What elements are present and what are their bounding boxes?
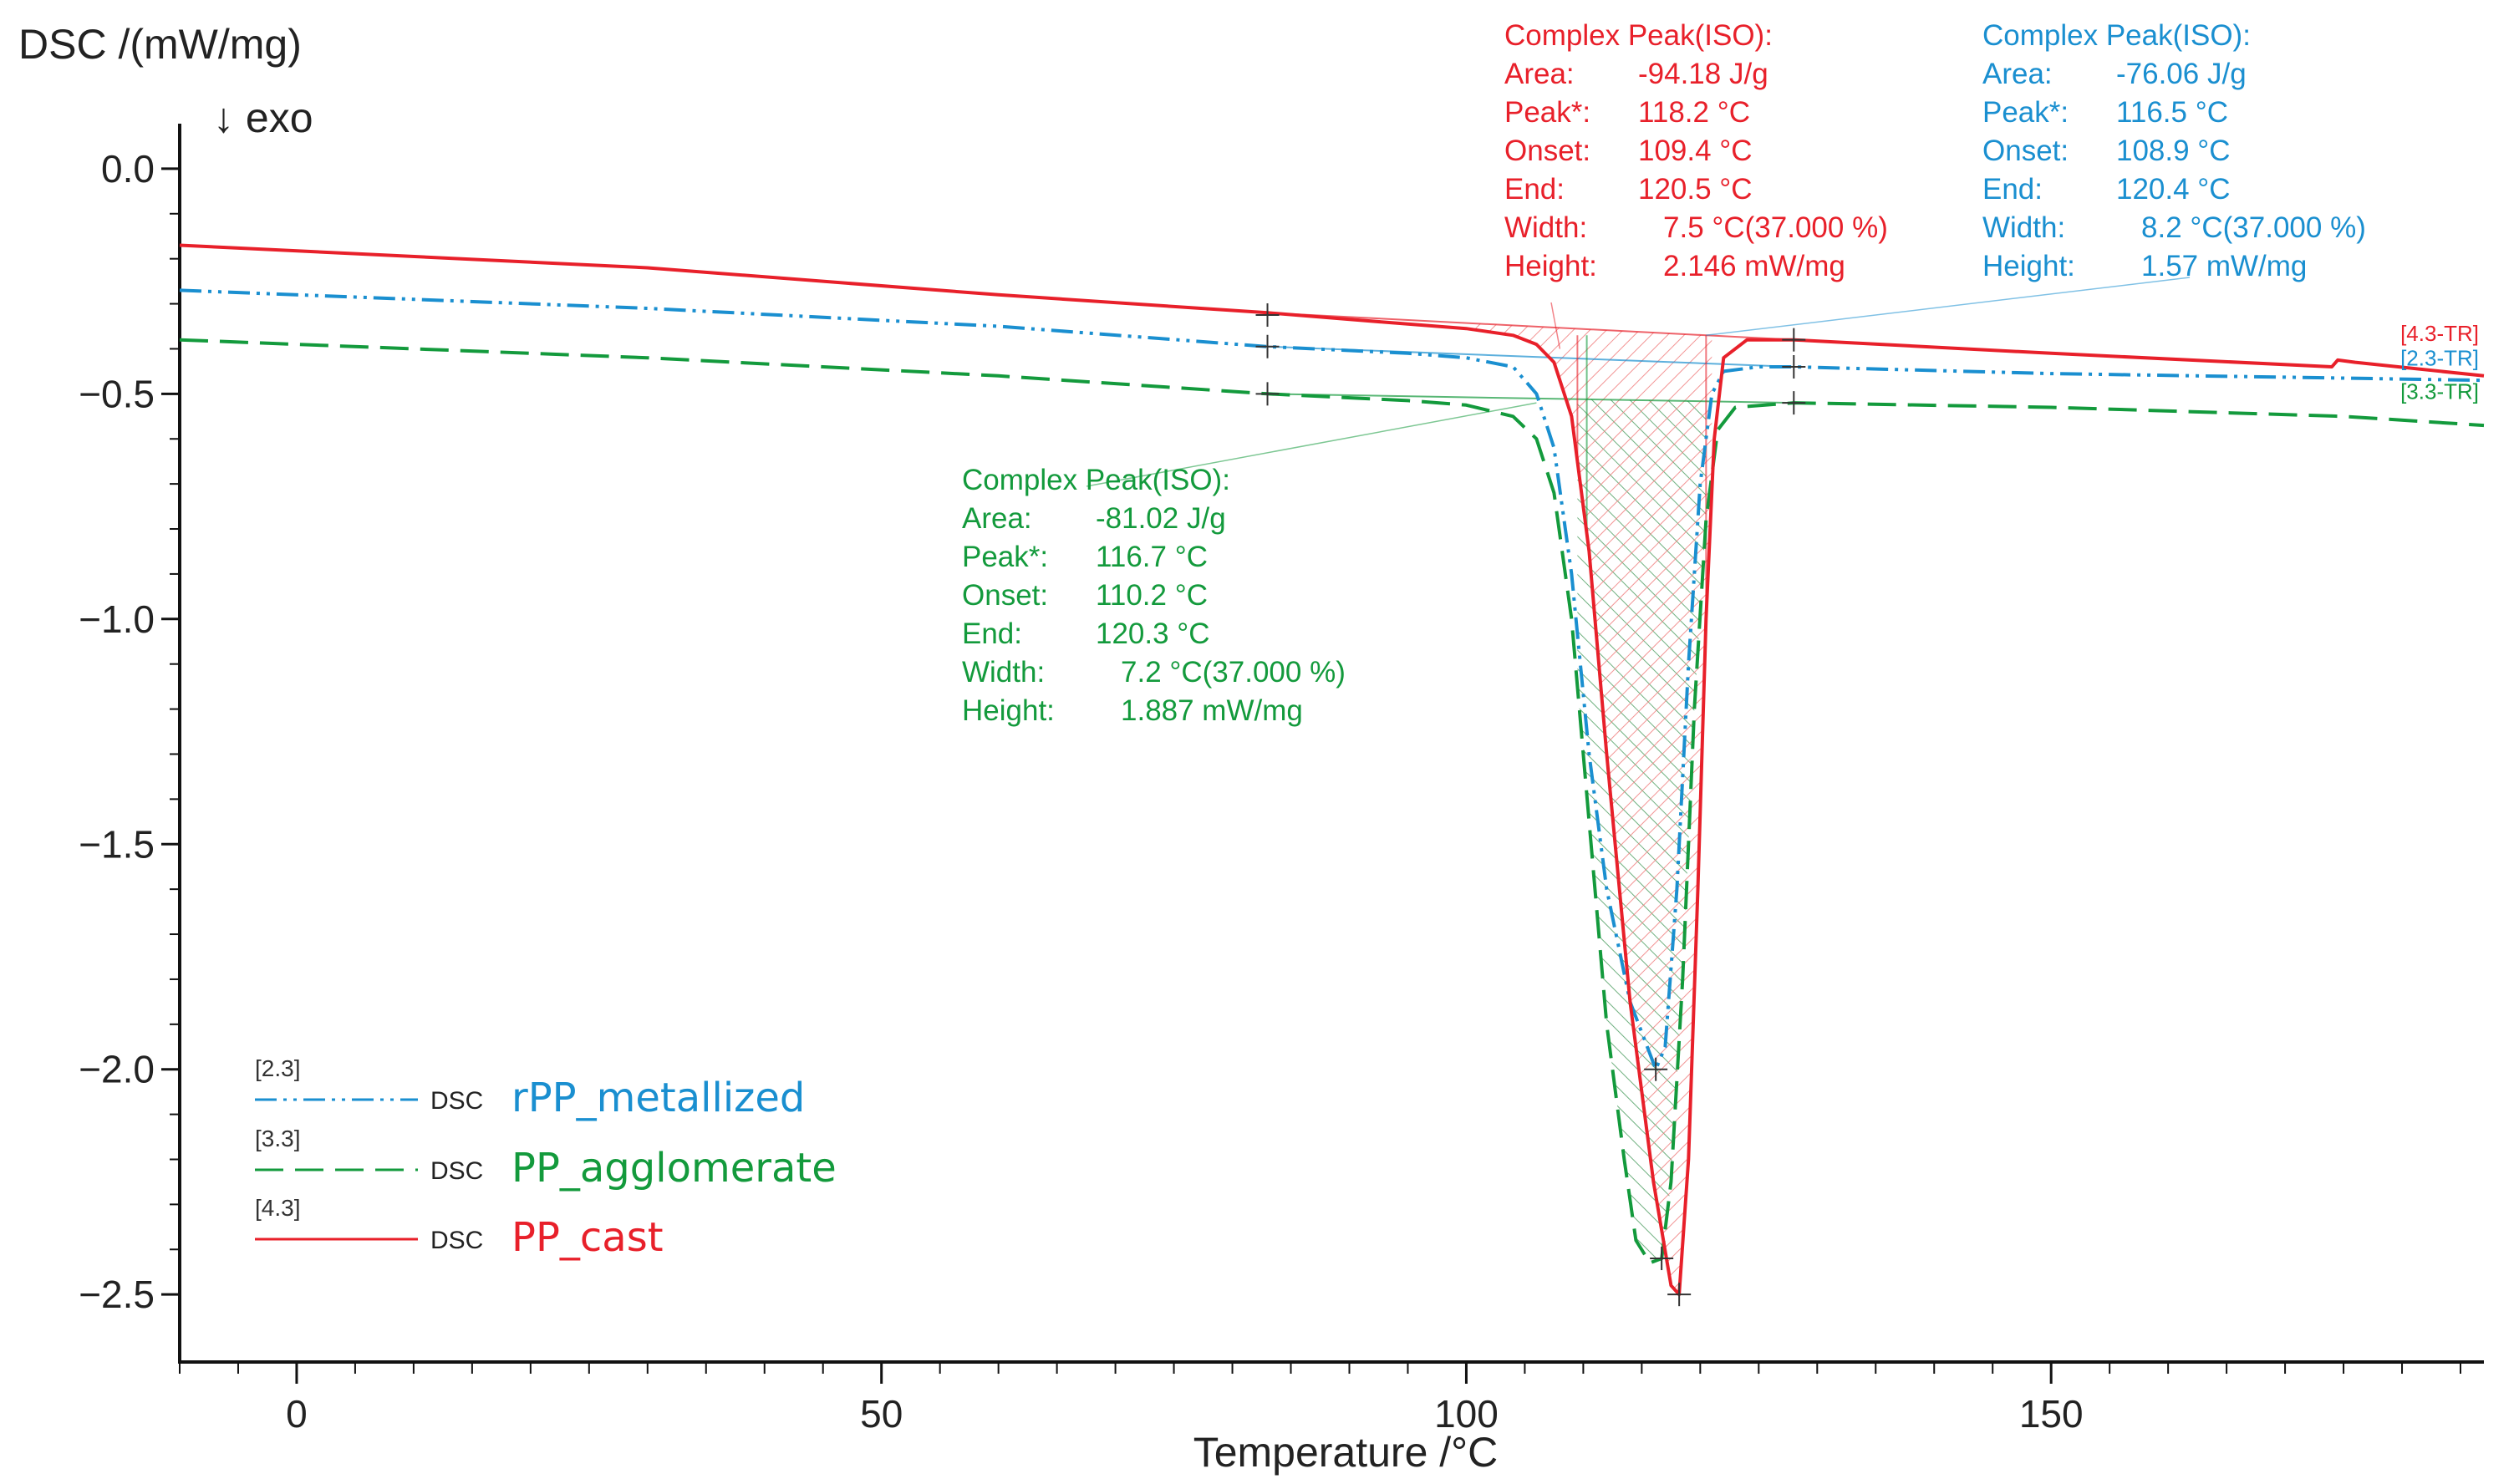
x-tick-label: 0: [286, 1392, 308, 1436]
legend-prefix: DSC: [430, 1157, 483, 1185]
y-tick-label: −2.5: [79, 1273, 155, 1316]
annotation-field-value: 116.7 °C: [1096, 541, 1208, 573]
annotation-field-value: 2.146 mW/mg: [1663, 250, 1845, 282]
y-axis-title: DSC /(mW/mg): [18, 21, 302, 68]
x-axis-title: Temperature /°C: [1193, 1429, 1499, 1476]
legend-series-name: PP_agglomerate: [511, 1145, 837, 1192]
y-tick-label: −2.0: [79, 1048, 155, 1091]
legend-entry-pp-agglomerate: [3.3] DSC PP_agglomerate: [255, 1126, 837, 1192]
y-axis-subtitle: ↓ exo: [213, 94, 313, 141]
legend-entry-pp-cast: [4.3] DSC PP_cast: [255, 1195, 664, 1261]
annotation-field-label: End:: [962, 617, 1022, 650]
y-tick-label: 0.0: [101, 147, 155, 191]
annotation-field-value: 120.5 °C: [1638, 173, 1753, 206]
y-tick-label: −1.5: [79, 822, 155, 866]
annotation-leaders: [1086, 277, 2191, 487]
x-tick-label: 100: [1434, 1392, 1499, 1436]
annotation-leader: [1706, 277, 2191, 337]
annotation-field-value: 120.3 °C: [1096, 617, 1210, 650]
legend-prefix: DSC: [430, 1087, 483, 1115]
annotation-field-value: 7.2 °C(37.000 %): [1121, 656, 1346, 689]
annotation-field-value: 7.5 °C(37.000 %): [1663, 211, 1888, 244]
annotation-field-label: Area:: [1504, 58, 1575, 90]
annotation-field-value: 116.5 °C: [2116, 96, 2228, 129]
integration-baselines: [1267, 312, 1794, 619]
series-end-label: [3.3-TR]: [2400, 379, 2479, 404]
annotation-title: Complex Peak(ISO):: [1982, 19, 2251, 52]
annotation-field-label: Height:: [1982, 250, 2075, 282]
legend-prefix: DSC: [430, 1227, 483, 1254]
annotation-field-label: Height:: [962, 694, 1055, 727]
integration-markers: [1255, 303, 1806, 1307]
annotation-field-value: 118.2 °C: [1638, 96, 1750, 129]
annotation-title: Complex Peak(ISO):: [962, 464, 1230, 496]
y-tick-label: −0.5: [79, 372, 155, 415]
annotation-field-value: 120.4 °C: [2116, 173, 2231, 206]
annotation-field-value: 1.887 mW/mg: [1121, 694, 1303, 727]
legend-tag: [4.3]: [255, 1195, 300, 1221]
annotation-field-label: Peak*:: [962, 541, 1048, 573]
series-end-labels: [4.3-TR][2.3-TR] [3.3-TR]: [2400, 321, 2479, 404]
annotation-field-value: 108.9 °C: [2116, 135, 2231, 167]
legend-series-name: rPP_metallized: [511, 1075, 805, 1121]
peak-annotations: Complex Peak(ISO): Area: -94.18 J/g Peak*: 1…: [962, 19, 2366, 727]
annotation-field-value: -81.02 J/g: [1096, 502, 1226, 535]
annotation-field-label: Peak*:: [1982, 96, 2069, 129]
legend-tag: [3.3]: [255, 1126, 300, 1151]
annotation-field-value: -94.18 J/g: [1638, 58, 1768, 90]
annotation-field-label: Peak*:: [1504, 96, 1590, 129]
annotation-field-label: End:: [1982, 173, 2043, 206]
x-tick-label: 50: [860, 1392, 903, 1436]
annotation-field-value: 8.2 °C(37.000 %): [2141, 211, 2366, 244]
series-end-label: [4.3-TR]: [2400, 321, 2479, 346]
series-lines: [179, 243, 2485, 1297]
annotation-field-label: Width:: [962, 656, 1045, 689]
series-line-pp-cast: [179, 243, 2485, 1297]
x-tick-label: 150: [2019, 1392, 2084, 1436]
annotation-field-label: Onset:: [1982, 135, 2069, 167]
series-end-label: [2.3-TR]: [2400, 346, 2479, 371]
annotation-field-label: Area:: [1982, 58, 2053, 90]
legend-tag: [2.3]: [255, 1055, 300, 1081]
annotation-field-label: Onset:: [1504, 135, 1590, 167]
series-line-pp-agglomerate: [179, 338, 2485, 1265]
annotation-field-label: Width:: [1504, 211, 1587, 244]
annotation-field-label: Area:: [962, 502, 1032, 535]
annotation-field-label: Height:: [1504, 250, 1597, 282]
annotation-field-value: -76.06 J/g: [2116, 58, 2247, 90]
legend-series-name: PP_cast: [511, 1214, 664, 1261]
y-tick-label: −1.0: [79, 597, 155, 641]
annotation-leader: [1086, 402, 1537, 487]
legend: [2.3] DSC rPP_metallized [3.3] DSC PP_ag…: [255, 1055, 837, 1261]
annotation-field-label: End:: [1504, 173, 1565, 206]
annotation-field-value: 1.57 mW/mg: [2141, 250, 2307, 282]
annotation-field-label: Onset:: [962, 579, 1048, 612]
annotation-field-value: 109.4 °C: [1638, 135, 1753, 167]
annotation-field-value: 110.2 °C: [1096, 579, 1208, 612]
axis-ticks: 0 50 100 150 0.0 −0.5 −1.0 −1.5 −2.0 −2.5: [79, 147, 2462, 1436]
annotation-field-label: Width:: [1982, 211, 2065, 244]
legend-entry-rpp-metallized: [2.3] DSC rPP_metallized: [255, 1055, 805, 1121]
annotation-title: Complex Peak(ISO):: [1504, 19, 1773, 52]
annotation-leader: [1550, 302, 1561, 349]
